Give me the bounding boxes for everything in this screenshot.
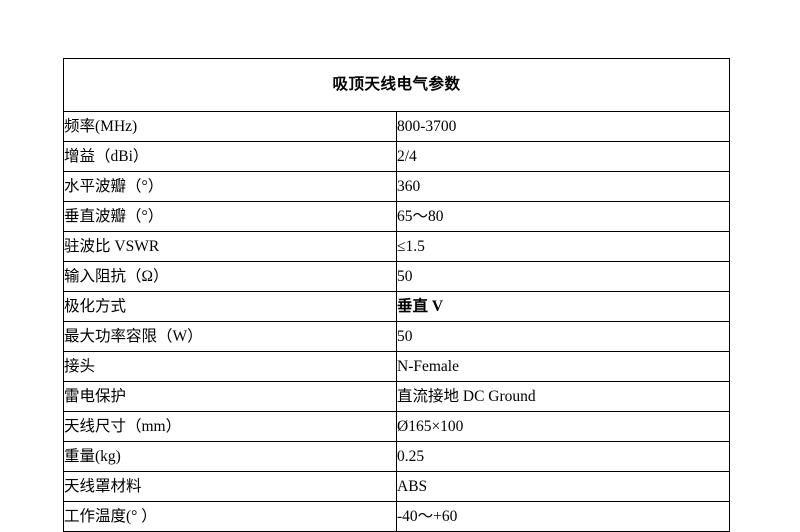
parameter-value: ABS bbox=[396, 471, 730, 502]
parameter-value: 50 bbox=[396, 321, 730, 352]
parameter-value: 0.25 bbox=[396, 441, 730, 472]
table-row: 频率(MHz) 800-3700 bbox=[63, 111, 730, 142]
parameter-label: 水平波瓣（°） bbox=[63, 171, 397, 202]
parameter-value: 垂直 V bbox=[396, 291, 730, 322]
parameter-value: 50 bbox=[396, 261, 730, 292]
parameter-label: 重量(kg) bbox=[63, 441, 397, 472]
parameter-value: 直流接地 DC Ground bbox=[396, 381, 730, 412]
parameter-label: 驻波比 VSWR bbox=[63, 231, 397, 262]
parameter-label: 增益（dBi） bbox=[63, 141, 397, 172]
parameter-value: 800-3700 bbox=[396, 111, 730, 142]
parameter-label: 雷电保护 bbox=[63, 381, 397, 412]
table-row: 工作温度(° ） -40～+60 bbox=[63, 501, 730, 532]
table-row: 天线尺寸（mm） Ø165×100 bbox=[63, 411, 730, 442]
table-row: 输入阻抗（Ω） 50 bbox=[63, 261, 730, 292]
parameter-label: 工作温度(° ） bbox=[63, 501, 397, 532]
parameter-label: 频率(MHz) bbox=[63, 111, 397, 142]
parameter-value: -40～+60 bbox=[396, 501, 730, 532]
parameter-value: 360 bbox=[396, 171, 730, 202]
parameter-value: N-Female bbox=[396, 351, 730, 382]
spec-table-body: 吸顶天线电气参数 频率(MHz) 800-3700 增益（dBi） 2/4 水平波瓣（°… bbox=[63, 58, 730, 532]
table-row: 驻波比 VSWR ≤1.5 bbox=[63, 231, 730, 262]
parameter-label: 天线尺寸（mm） bbox=[63, 411, 397, 442]
table-row: 增益（dBi） 2/4 bbox=[63, 141, 730, 172]
parameter-label: 天线罩材料 bbox=[63, 471, 397, 502]
table-row: 极化方式 垂直 V bbox=[63, 291, 730, 322]
parameter-label: 垂直波瓣（°） bbox=[63, 201, 397, 232]
parameter-value: Ø165×100 bbox=[396, 411, 730, 442]
parameter-label: 接头 bbox=[63, 351, 397, 382]
table-title-row: 吸顶天线电气参数 bbox=[63, 58, 730, 112]
parameter-value: 65～80 bbox=[396, 201, 730, 232]
parameter-value: ≤1.5 bbox=[396, 231, 730, 262]
table-row: 最大功率容限（W） 50 bbox=[63, 321, 730, 352]
table-row: 重量(kg) 0.25 bbox=[63, 441, 730, 472]
table-row: 雷电保护 直流接地 DC Ground bbox=[63, 381, 730, 412]
parameter-label: 最大功率容限（W） bbox=[63, 321, 397, 352]
table-row: 水平波瓣（°） 360 bbox=[63, 171, 730, 202]
page-title: 吸顶天线电气参数 bbox=[63, 58, 730, 112]
parameter-label: 输入阻抗（Ω） bbox=[63, 261, 397, 292]
parameter-label: 极化方式 bbox=[63, 291, 397, 322]
table-row: 天线罩材料 ABS bbox=[63, 471, 730, 502]
table-row: 接头 N-Female bbox=[63, 351, 730, 382]
parameter-value: 2/4 bbox=[396, 141, 730, 172]
spec-table: 吸顶天线电气参数 频率(MHz) 800-3700 增益（dBi） 2/4 水平波瓣（°… bbox=[63, 58, 730, 532]
table-row: 垂直波瓣（°） 65～80 bbox=[63, 201, 730, 232]
